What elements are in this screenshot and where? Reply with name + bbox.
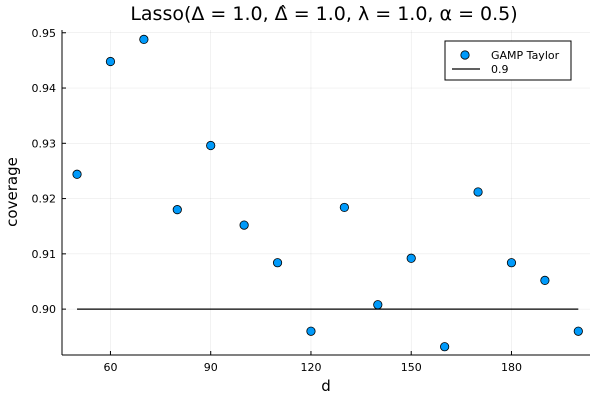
data-point [339,202,349,213]
plot-frame [61,30,590,356]
y-tick-label: 0.92 [32,193,57,206]
data-point [139,34,149,44]
y-axis-label: coverage [3,157,21,227]
y-ticks: 0.90 0.91 0.92 0.93 0.94 0.95 [32,27,66,316]
data-point [473,187,483,197]
data-point [540,275,550,285]
y-tick-label: 0.93 [32,137,57,150]
legend-label-reference-line: 0.9 [491,63,509,76]
data-point [406,253,416,263]
x-tick-label: 150 [401,361,422,374]
data-point [72,169,82,179]
legend-label-gamp-taylor: GAMP Taylor [491,49,560,62]
data-point [105,56,116,67]
data-point [373,300,383,310]
legend-box [444,40,572,81]
x-tick-label: 180 [501,361,522,374]
data-point [506,258,517,268]
x-tick-label: 120 [300,361,321,374]
x-tick-label: 90 [204,361,218,374]
data-point [440,342,450,352]
x-tick-label: 60 [103,361,117,374]
y-tick-label: 0.94 [32,82,57,95]
data-point [272,258,283,268]
data-point [172,205,182,215]
series-gamp-taylor [72,34,583,352]
x-axis-label: d [321,377,331,395]
chart-title: Lasso(Δ = 1.0, Δ̂ = 1.0, λ = 1.0, α = 0.… [130,3,517,25]
x-ticks: 60 90 120 150 180 [103,351,522,374]
y-tick-label: 0.95 [32,27,57,40]
y-tick-label: 0.90 [32,303,57,316]
data-point [306,326,316,336]
data-point [239,220,249,230]
legend-marker-gamp-taylor [460,50,470,60]
data-point [573,326,583,336]
legend: GAMP Taylor 0.9 [444,40,572,81]
y-tick-label: 0.91 [32,248,57,261]
data-point [206,140,216,151]
